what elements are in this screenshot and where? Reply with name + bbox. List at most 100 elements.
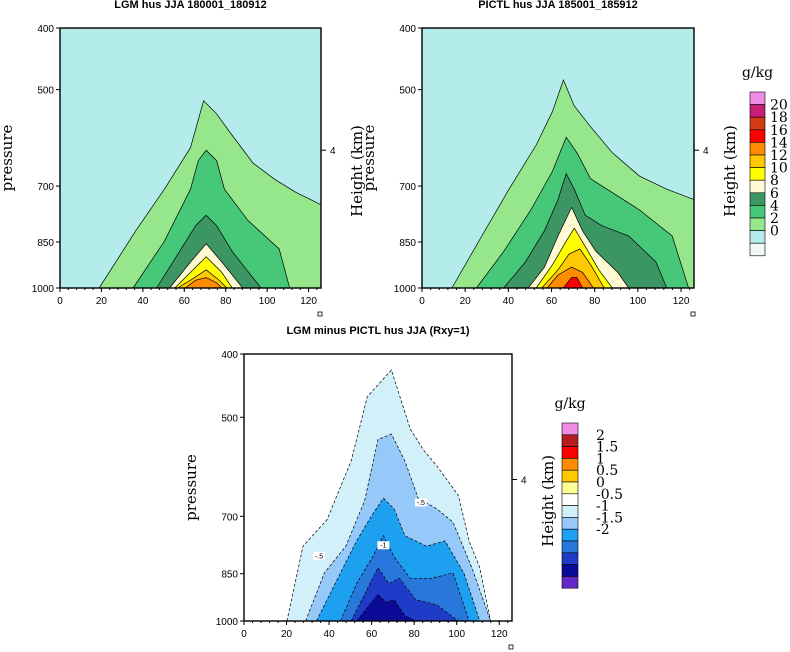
x-tick-label: 60 <box>546 296 558 307</box>
colorbar-cell <box>749 142 766 156</box>
x-tick-label: 20 <box>96 296 108 307</box>
right-axis-label: Height (km) <box>539 455 557 547</box>
colorbar-cell <box>561 517 579 530</box>
colorbar-label: 2 <box>596 428 605 444</box>
y-axis-label: pressure <box>0 125 16 192</box>
x-tick-label: 40 <box>503 296 515 307</box>
right-axis-label: Height (km) <box>721 125 739 217</box>
x-tick-label: 100 <box>448 629 465 640</box>
colorbar-cell <box>561 493 579 506</box>
y-tick-label: 1000 <box>216 617 239 628</box>
x-tick-label: 60 <box>366 629 378 640</box>
colorbar-cell <box>561 505 579 518</box>
colorbar-cell <box>749 154 766 168</box>
right-tick-label: 4 <box>521 475 527 486</box>
colorbar-cell <box>561 446 579 459</box>
contour-region-1 <box>132 149 291 289</box>
colorbar-cell <box>561 469 579 483</box>
colorbar-label: 10 <box>770 161 788 177</box>
y-tick-label: 1000 <box>32 284 55 295</box>
colorbar-label: 16 <box>770 123 788 139</box>
colorbar-cell <box>749 217 766 231</box>
corner-marker <box>317 311 323 317</box>
colorbar-cell <box>561 434 579 447</box>
colorbar-cell <box>561 552 579 565</box>
colorbar-label: 0 <box>596 475 605 491</box>
y-tick-label: 700 <box>221 512 238 523</box>
y-tick-label: 700 <box>399 182 416 193</box>
colorbar-cell <box>561 481 579 495</box>
colorbar-cell <box>749 91 766 105</box>
panel-difference: LGM minus PICTL hus JJA (Rxy=1) 0 20 40 60 80… <box>182 325 557 650</box>
x-tick-label: 0 <box>57 296 63 307</box>
colorbar-cell <box>561 528 579 542</box>
y-tick-label: 700 <box>37 182 54 193</box>
panel-lgm: LGM hus JJA 180001_180912 0 20 40 60 80 100 120… <box>0 0 366 317</box>
y-tick-label: 850 <box>399 238 416 249</box>
y-tick-label: 500 <box>37 86 54 97</box>
corner-marker <box>690 311 696 317</box>
y-axis-label: pressure <box>360 125 378 192</box>
y-tick-label: 400 <box>37 24 54 35</box>
x-tick-label: 120 <box>491 629 508 640</box>
colorbar-cell <box>749 129 766 143</box>
x-tick-label: 80 <box>220 296 232 307</box>
colorbar-cell <box>561 458 579 471</box>
colorbar-label: -2 <box>596 522 610 538</box>
panel-title: LGM hus JJA 180001_180912 <box>114 0 266 11</box>
x-tick-label: 60 <box>179 296 191 307</box>
colorbar-label: -1.5 <box>596 510 623 526</box>
colorbar-label: 20 <box>770 98 788 114</box>
colorbar-cell <box>749 205 766 219</box>
contour-region-5 <box>355 593 416 622</box>
right-tick-label: 4 <box>703 146 709 157</box>
corner-marker <box>508 644 514 650</box>
colorbar-label: 12 <box>770 148 788 164</box>
colorbar-cell <box>561 540 579 554</box>
colorbar-label: 0.5 <box>596 463 618 479</box>
colorbar-unit: g/kg <box>554 396 585 412</box>
x-tick-label: 40 <box>324 629 336 640</box>
contour-label: -.5 <box>417 500 425 507</box>
x-tick-label: 20 <box>281 629 293 640</box>
colorbar-label: 4 <box>770 198 779 214</box>
colorbar-label: -0.5 <box>596 487 623 503</box>
y-tick-label: 850 <box>221 570 238 581</box>
colorbar-cell <box>749 179 766 194</box>
colorbar-label: 14 <box>770 135 788 151</box>
contour-label: -.5 <box>315 553 323 560</box>
right-tick-label: 4 <box>330 146 336 157</box>
contour-label: -1 <box>380 543 386 550</box>
x-tick-label: 20 <box>460 296 472 307</box>
plot-frame <box>243 353 513 622</box>
y-tick-label: 400 <box>399 24 416 35</box>
y-tick-label: 1000 <box>394 284 417 295</box>
colorbar-label: 18 <box>770 110 788 126</box>
panel-title: LGM minus PICTL hus JJA (Rxy=1) <box>286 325 469 337</box>
x-tick-label: 0 <box>419 296 425 307</box>
colorbar-label: 1 <box>596 451 605 467</box>
x-tick-label: 100 <box>259 296 276 307</box>
y-tick-label: 400 <box>221 350 238 361</box>
colorbar-cell <box>561 564 579 577</box>
colorbar-label: 6 <box>770 186 779 202</box>
contour-label-box <box>313 551 326 560</box>
colorbar-label: 8 <box>770 173 779 189</box>
colorbar-cell <box>749 167 766 181</box>
colorbar-cell <box>749 230 766 244</box>
y-tick-label: 500 <box>221 413 238 424</box>
y-tick-label: 500 <box>399 86 416 97</box>
colorbar-cell <box>561 576 579 589</box>
colorbar-unit: g/kg <box>742 65 773 81</box>
colorbar-label: 1.5 <box>596 440 618 456</box>
panel-pictl: PICTL hus JJA 185001_185912 0 20 40 60 80 100 1… <box>360 0 739 317</box>
y-tick-label: 850 <box>37 238 54 249</box>
colorbar-label: -1 <box>596 499 610 515</box>
plot-frame <box>59 27 322 289</box>
panel-title: PICTL hus JJA 185001_185912 <box>478 0 638 11</box>
colorbar-label: 0 <box>770 224 779 240</box>
x-tick-label: 100 <box>630 296 647 307</box>
colorbar-bottom: g/kg 21.510.50-0.5-1-1.5-2 <box>554 396 623 589</box>
